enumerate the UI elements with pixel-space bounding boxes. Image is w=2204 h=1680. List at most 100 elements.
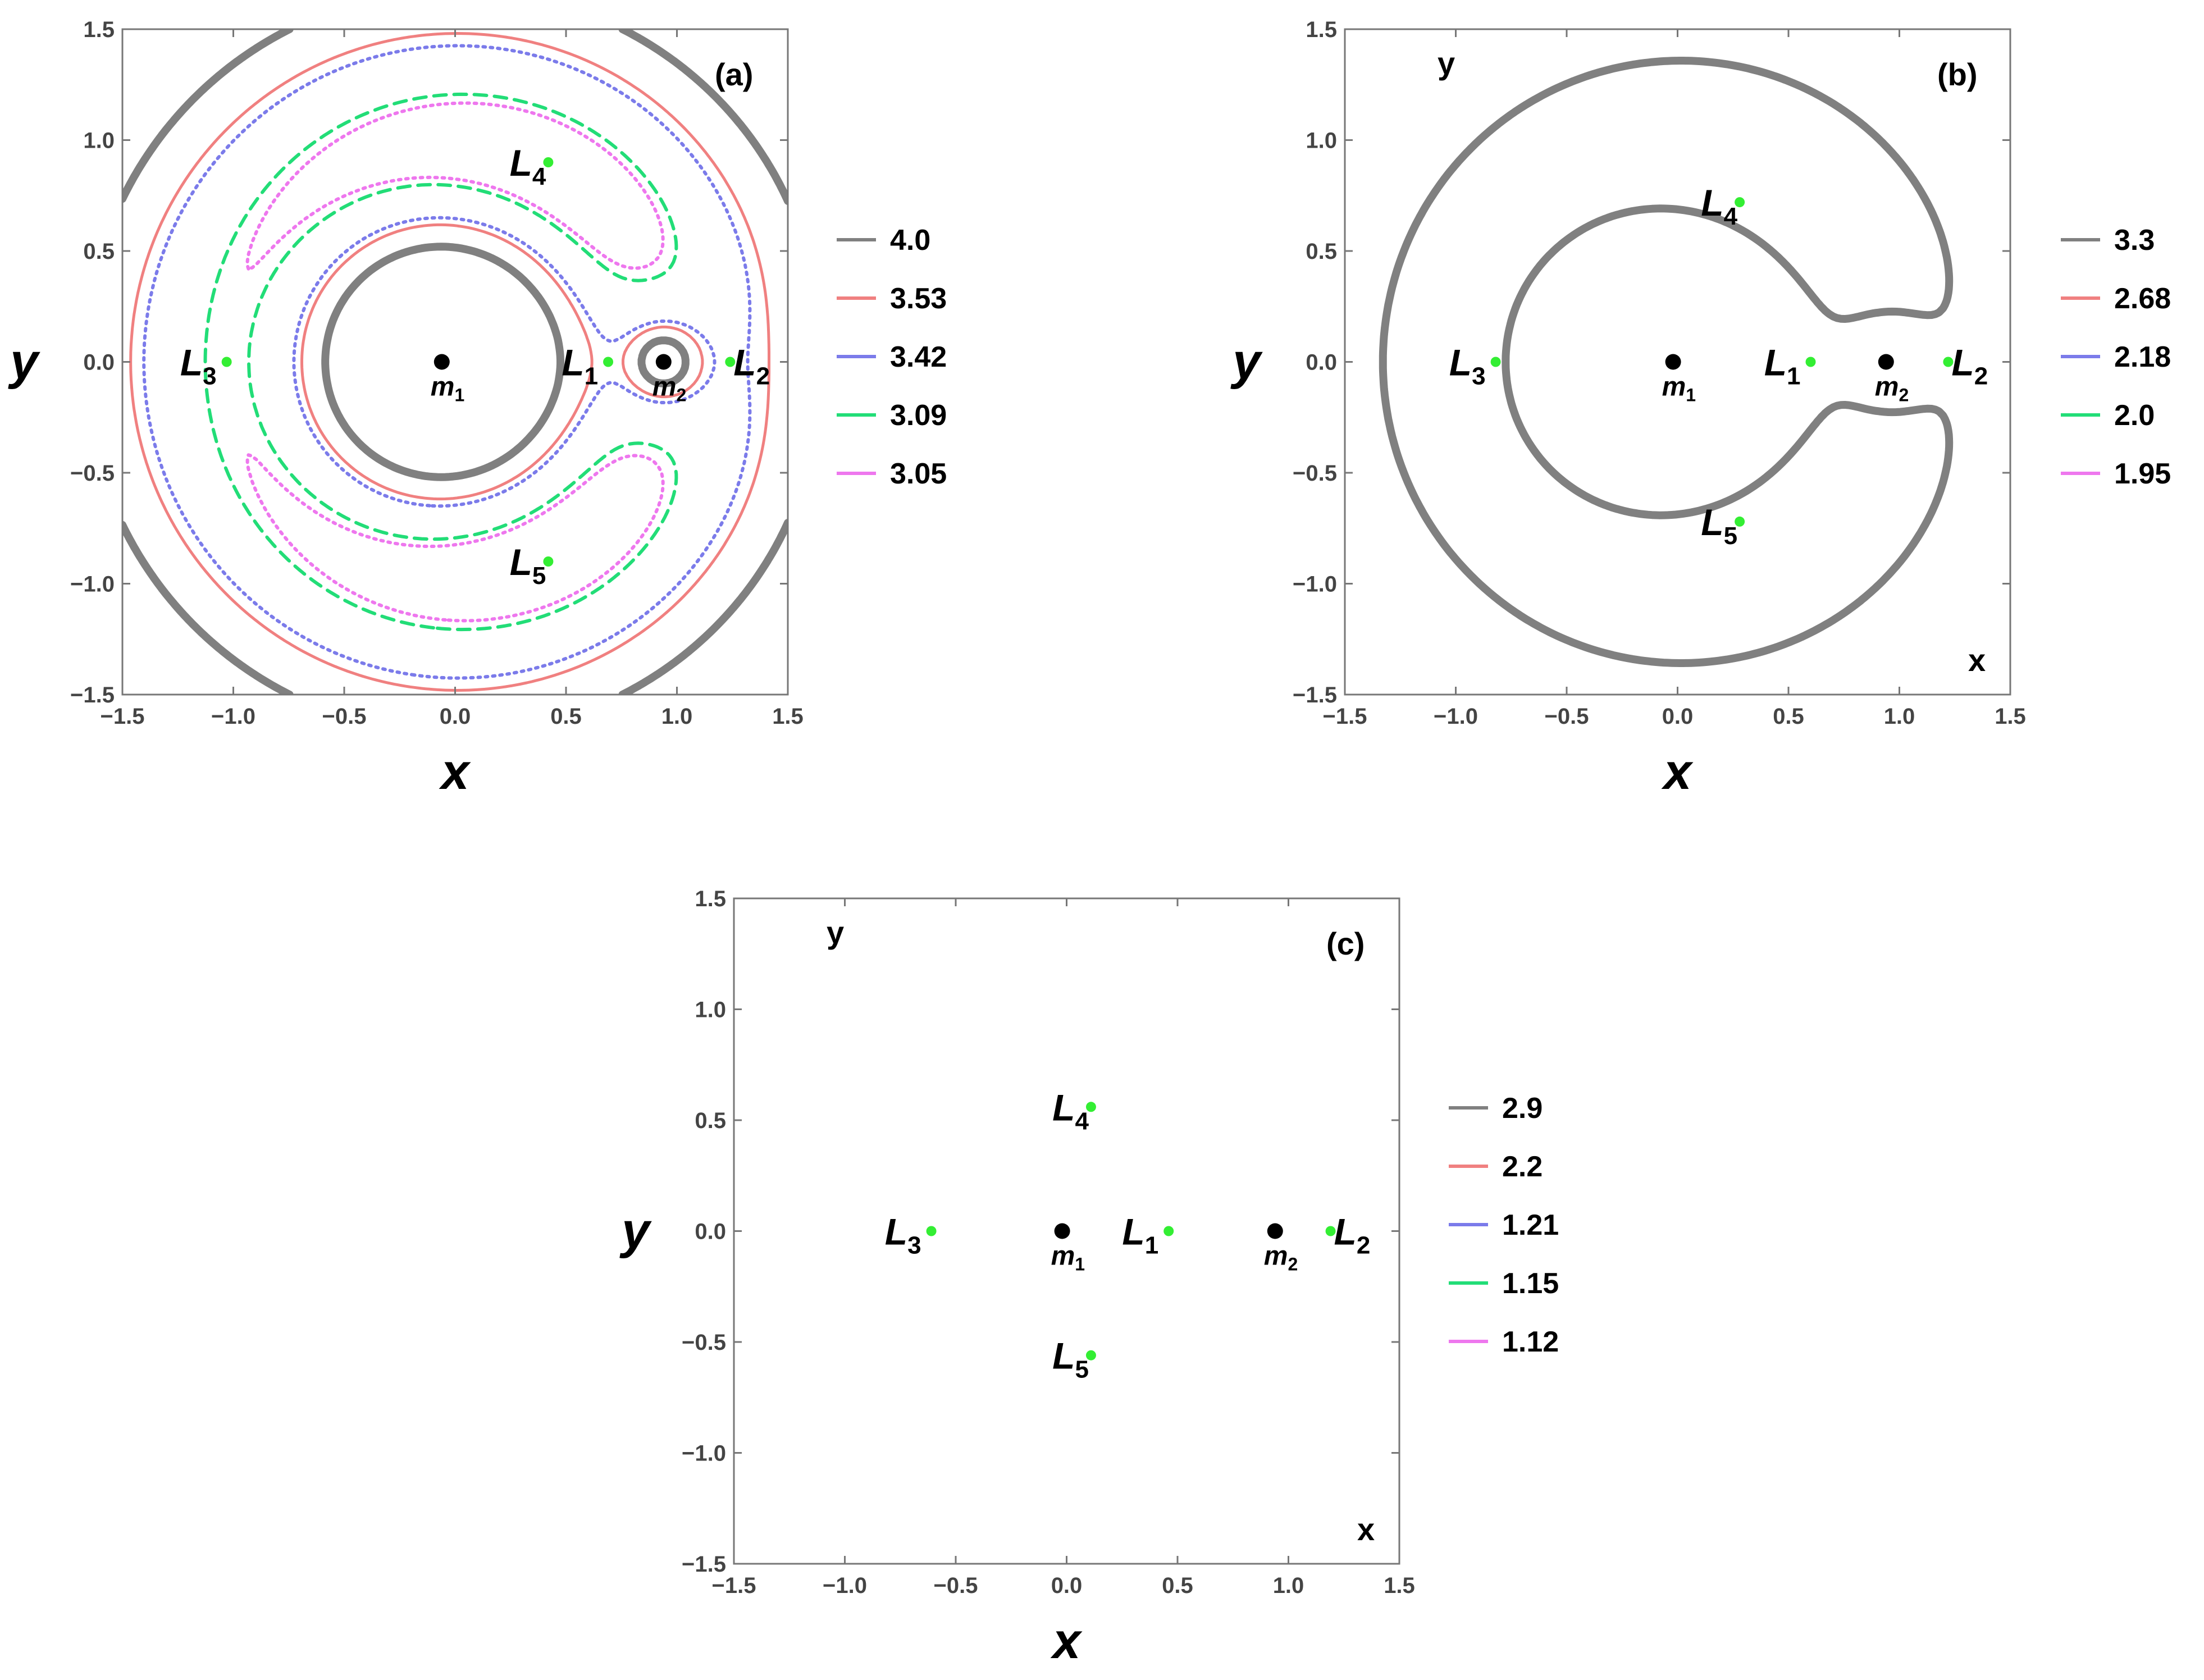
lagrange-label-2: L2 bbox=[1334, 1211, 1371, 1259]
x-tick-label: −1.5 bbox=[101, 704, 145, 729]
contour-3.42 bbox=[292, 216, 717, 508]
legend-entry: 2.0 bbox=[2114, 399, 2155, 432]
x-tick-label: −1.0 bbox=[823, 1573, 867, 1598]
contour-4.0 bbox=[321, 243, 564, 481]
x-tick-label: −1.5 bbox=[1323, 704, 1367, 729]
x-tick-label: −1.0 bbox=[211, 704, 255, 729]
contour-3.05 bbox=[245, 101, 665, 271]
panel-tag: (c) bbox=[1326, 926, 1365, 961]
lagrange-point-1 bbox=[1163, 1226, 1174, 1236]
y-tick-label: −0.5 bbox=[1293, 461, 1337, 486]
panel-b: −1.5 −1.0 −0.5 0.0 0.5 1.0 1.5 −1.5 −1.0 −0.5 0.0 0… bbox=[1230, 17, 2171, 800]
contour-3.53 bbox=[622, 325, 704, 399]
inner-x-label: x bbox=[1968, 642, 1986, 678]
lagrange-label-4: L4 bbox=[1052, 1086, 1089, 1135]
contour-lines bbox=[122, 29, 788, 695]
x-tick-label: −1.5 bbox=[712, 1573, 756, 1598]
lagrange-label-3: L3 bbox=[180, 342, 217, 390]
x-tick-label: −1.0 bbox=[1434, 704, 1478, 729]
legend-entry: 2.9 bbox=[1502, 1092, 1543, 1125]
lagrange-point-3 bbox=[221, 357, 232, 367]
contour-4.0 bbox=[618, 519, 788, 695]
x-tick-label: −0.5 bbox=[934, 1573, 978, 1598]
lagrange-point-5 bbox=[1735, 516, 1745, 527]
legend-entry: 3.42 bbox=[890, 341, 947, 373]
y-axis-title: y bbox=[619, 1203, 652, 1259]
y-tick-label: 0.0 bbox=[695, 1220, 726, 1244]
y-tick-label: 1.5 bbox=[83, 17, 115, 42]
lagrange-point-5 bbox=[1085, 1350, 1096, 1361]
lagrange-point-5 bbox=[543, 556, 554, 567]
lagrange-point-3 bbox=[926, 1226, 937, 1236]
lagrange-point-4 bbox=[543, 157, 554, 167]
contour-3.3 bbox=[1379, 57, 1954, 667]
y-tick-label: −1.0 bbox=[1293, 572, 1337, 597]
y-tick-label: −1.0 bbox=[70, 572, 115, 597]
legend-entry: 3.05 bbox=[890, 458, 947, 490]
inner-y-label: y bbox=[1438, 45, 1455, 81]
legend-entry: 2.18 bbox=[2114, 341, 2171, 373]
y-tick-label: 1.0 bbox=[83, 129, 115, 153]
lagrange-label-4: L4 bbox=[510, 142, 546, 190]
x-tick-label: 1.5 bbox=[1995, 704, 2026, 729]
legend-entry: 4.0 bbox=[890, 224, 930, 257]
y-tick-label: 1.5 bbox=[1306, 17, 1337, 42]
primary-m2 bbox=[1878, 354, 1894, 370]
legend-entry: 2.2 bbox=[1502, 1151, 1543, 1183]
legend-entry: 3.09 bbox=[890, 399, 947, 432]
y-tick-label: 0.5 bbox=[695, 1108, 726, 1133]
y-tick-label: −1.5 bbox=[682, 1552, 726, 1577]
y-tick-label: 1.0 bbox=[695, 998, 726, 1022]
inner-y-label: y bbox=[827, 915, 844, 950]
panel-c: −1.5 −1.0 −0.5 0.0 0.5 1.0 1.5 −1.5 −1.0 −0.5 0.0 0… bbox=[619, 887, 1559, 1669]
primary-m1 bbox=[434, 354, 450, 370]
lagrange-label-2: L2 bbox=[1951, 342, 1988, 390]
lagrange-label-1: L1 bbox=[1122, 1211, 1158, 1259]
x-tick-label: 0.5 bbox=[1773, 704, 1804, 729]
y-tick-label: −0.5 bbox=[682, 1330, 726, 1355]
contour-3.53 bbox=[129, 32, 770, 692]
contour-3.42 bbox=[142, 44, 752, 680]
x-axis-title: x bbox=[439, 744, 471, 800]
x-tick-label: 1.0 bbox=[661, 704, 693, 729]
lagrange-label-1: L1 bbox=[562, 342, 598, 390]
y-tick-label: 0.0 bbox=[83, 350, 115, 375]
primary-label: m1 bbox=[431, 372, 464, 405]
primary-m1 bbox=[1054, 1223, 1070, 1239]
x-axis-title: x bbox=[1661, 744, 1694, 800]
panel-a: −1.5 −1.0 −0.5 0.0 0.5 1.0 1.5 −1.5 −1.0 −0.5 0.0 0… bbox=[8, 17, 947, 800]
primary-m2 bbox=[1267, 1223, 1283, 1239]
lagrange-label-5: L5 bbox=[510, 541, 546, 590]
contour-3.53 bbox=[300, 223, 594, 501]
lagrange-point-1 bbox=[1805, 357, 1816, 367]
lagrange-point-4 bbox=[1085, 1102, 1096, 1112]
primary-m2 bbox=[655, 354, 672, 370]
x-tick-label: 1.0 bbox=[1884, 704, 1915, 729]
lagrange-label-5: L5 bbox=[1701, 501, 1737, 550]
y-tick-label: −1.5 bbox=[1293, 683, 1337, 707]
lagrange-label-3: L3 bbox=[1449, 342, 1486, 390]
y-tick-label: 1.5 bbox=[695, 887, 726, 911]
x-tick-label: 0.0 bbox=[440, 704, 471, 729]
lagrange-point-2 bbox=[725, 357, 736, 367]
lagrange-label-4: L4 bbox=[1701, 182, 1737, 230]
lagrange-point-3 bbox=[1490, 357, 1501, 367]
contour-4.0 bbox=[122, 29, 294, 203]
lagrange-point-4 bbox=[1735, 197, 1745, 208]
x-tick-label: −0.5 bbox=[322, 704, 367, 729]
contour-3.05 bbox=[245, 453, 665, 623]
lagrange-point-2 bbox=[1943, 357, 1954, 367]
y-tick-label: 1.0 bbox=[1306, 129, 1337, 153]
inner-x-label: x bbox=[1357, 1512, 1375, 1547]
x-tick-label: 1.5 bbox=[1384, 1573, 1415, 1598]
x-tick-label: 0.5 bbox=[550, 704, 582, 729]
lagrange-label-5: L5 bbox=[1052, 1335, 1089, 1384]
x-tick-label: 0.5 bbox=[1162, 1573, 1193, 1598]
lagrange-label-2: L2 bbox=[733, 342, 770, 390]
primary-label: m2 bbox=[1875, 372, 1909, 405]
contour-4.0 bbox=[637, 336, 690, 387]
legend-entry: 1.21 bbox=[1502, 1209, 1559, 1241]
primary-label: m1 bbox=[1051, 1241, 1085, 1275]
y-tick-label: −1.0 bbox=[682, 1441, 726, 1466]
